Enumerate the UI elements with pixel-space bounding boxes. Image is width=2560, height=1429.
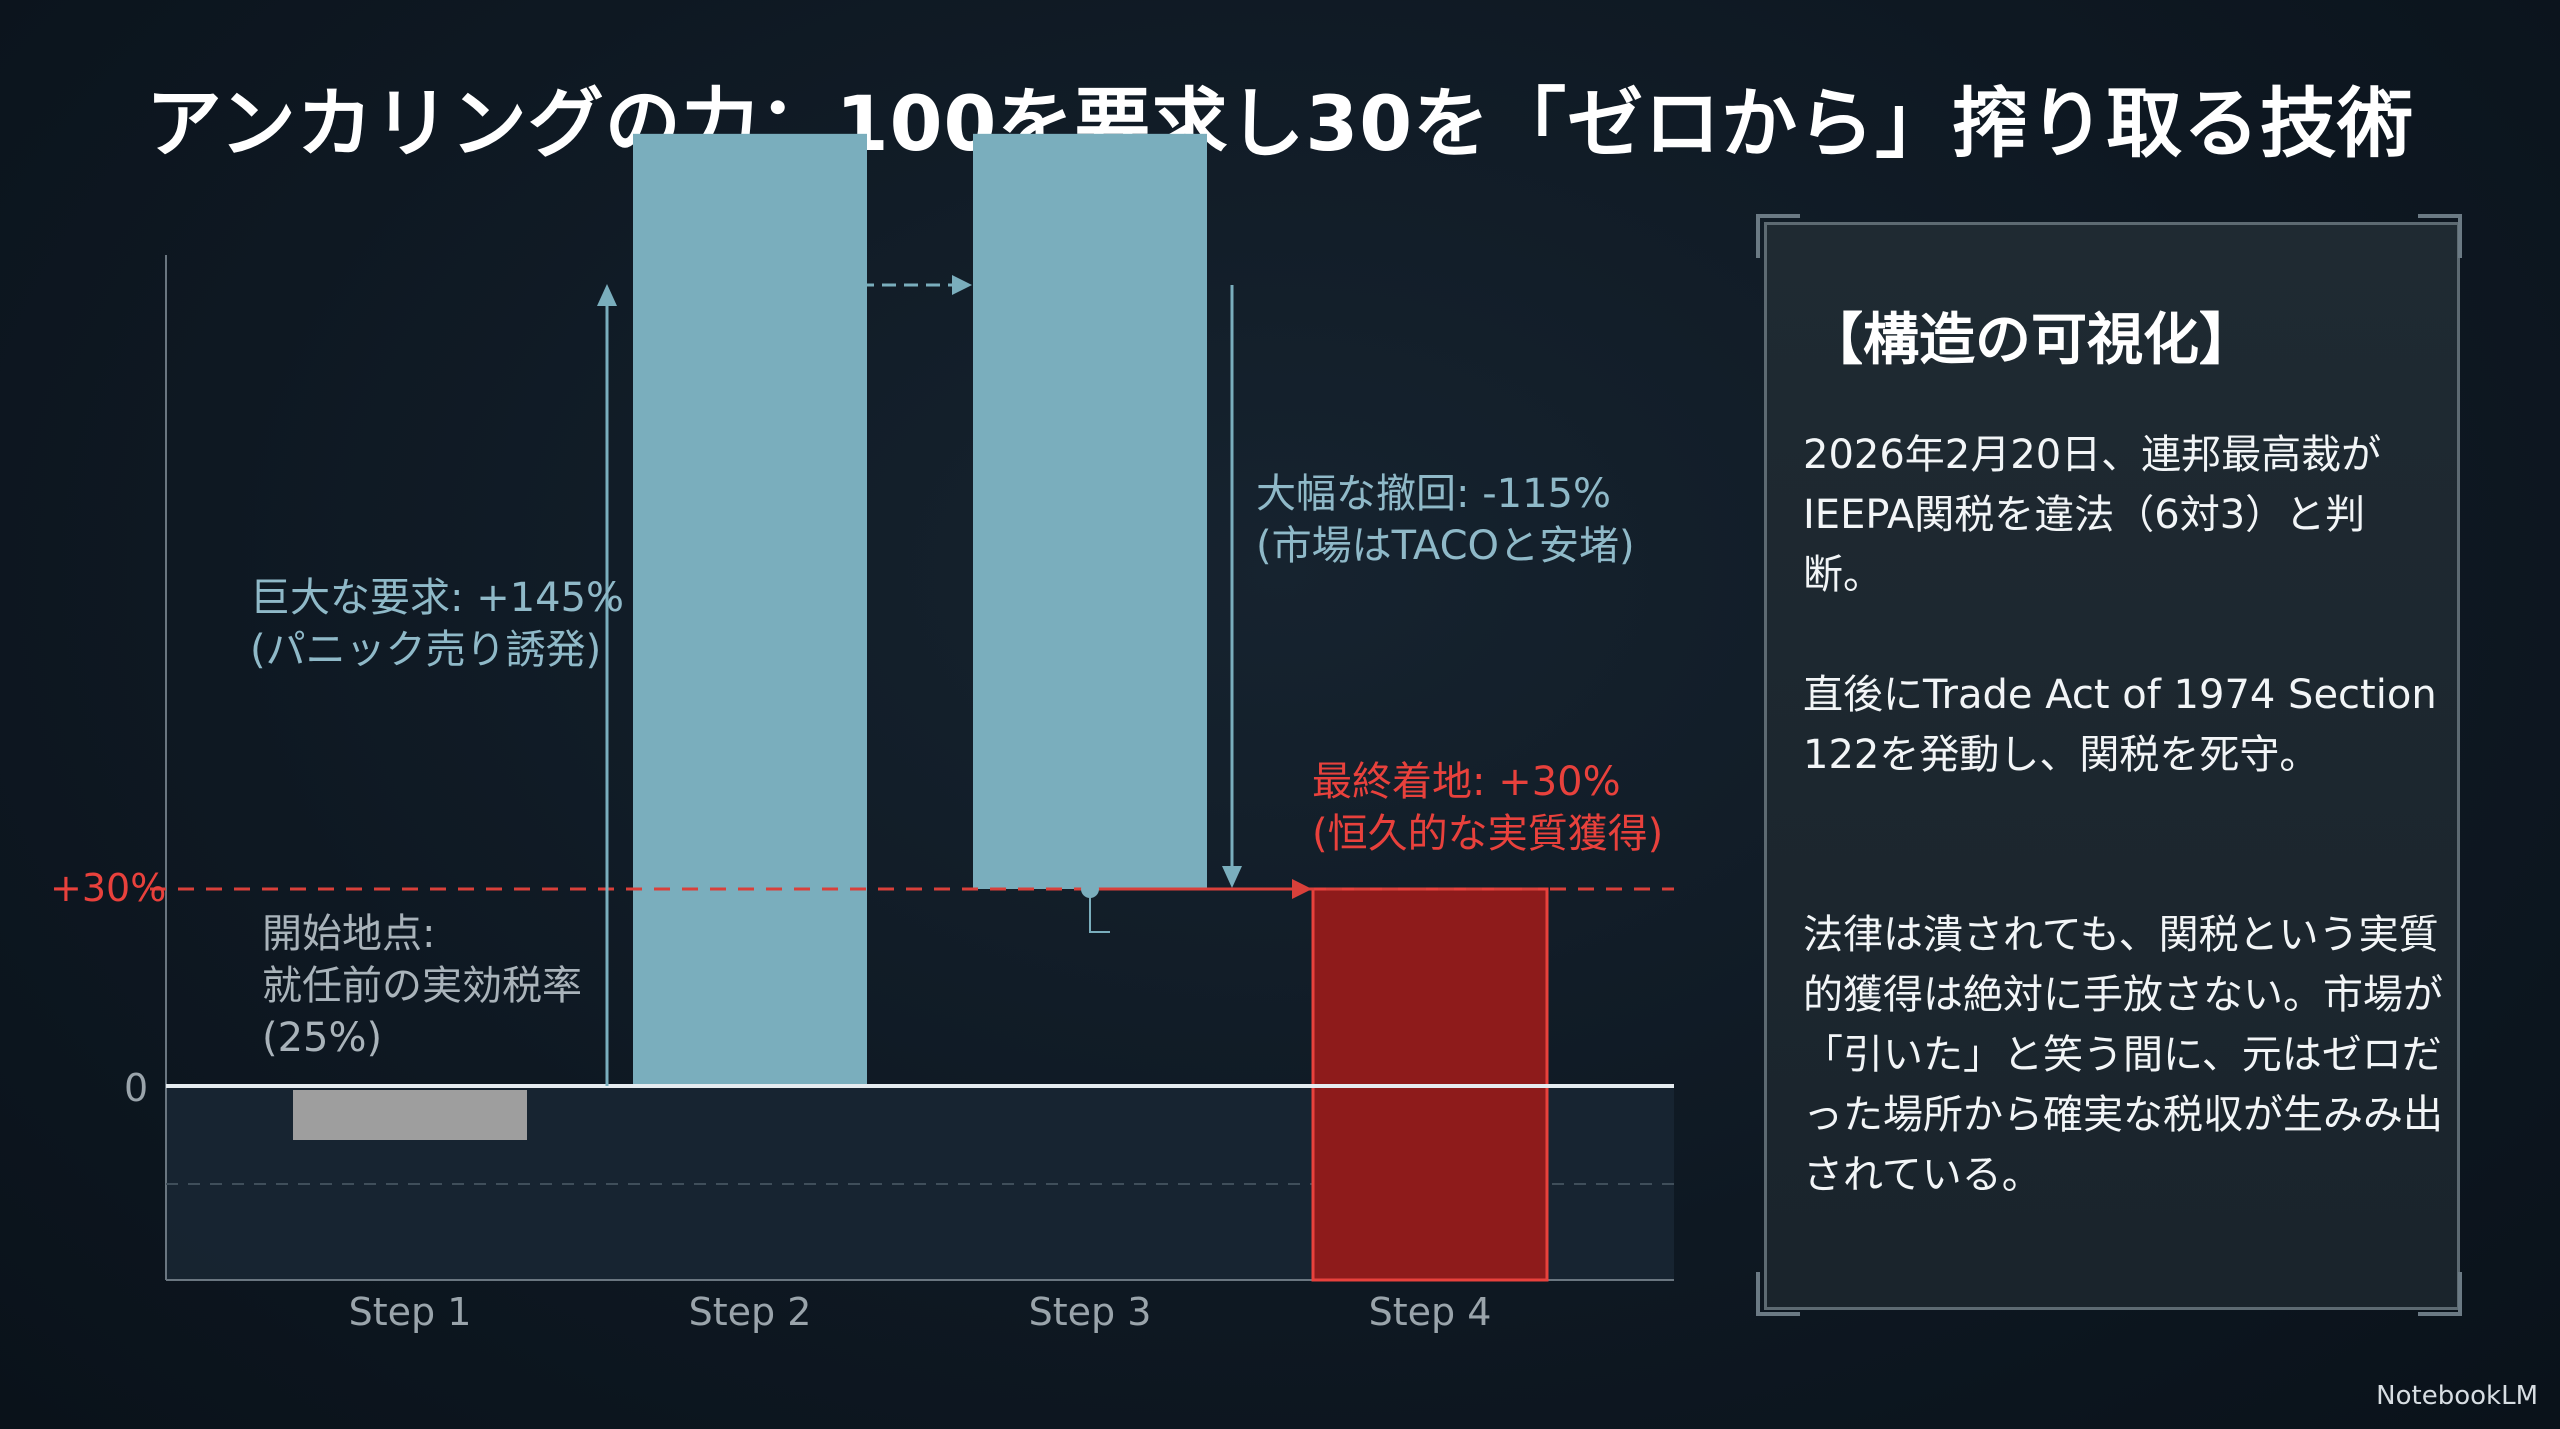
annotation-final: 最終着地: +30% (恒久的な実質獲得) — [1312, 759, 1664, 857]
top-connector-hook — [749, 244, 770, 285]
bar-step3 — [973, 133, 1207, 890]
y-tick-zero: 0 — [124, 1066, 149, 1110]
bar-step1 — [293, 1090, 527, 1140]
page-title: アンカリングの力：100を要求し30を「ゼロから」搾り取る技術 — [145, 79, 2415, 168]
panel-corner-bl — [1756, 1272, 1800, 1316]
panel-paragraph-2: 直後にTrade Act of 1974 Section 122を発動し、関税を… — [1803, 672, 2437, 778]
withdraw-arrow-head — [1222, 866, 1242, 888]
info-panel: 【構造の可視化】 2026年2月20日、連邦最高裁がIEEPA関税を違法（6対3… — [1764, 222, 2460, 1310]
x-tick-step2: Step 2 — [688, 1290, 812, 1334]
x-tick-step4: Step 4 — [1368, 1290, 1492, 1334]
final-connector-head — [1292, 879, 1312, 899]
annotation-start: 開始地点: 就任前の実効税率 (25%) — [262, 911, 582, 1061]
x-tick-step3: Step 3 — [1028, 1290, 1152, 1334]
x-tick-step1: Step 1 — [348, 1290, 472, 1334]
panel-corner-br — [2418, 1272, 2462, 1316]
y-tick-plus30: +30% — [50, 866, 167, 910]
mid-connector-hook — [1089, 889, 1110, 933]
panel-corner-tl — [1756, 214, 1800, 258]
panel-title: 【構造の可視化】 — [1807, 308, 2255, 373]
top-connector-head — [952, 275, 972, 295]
panel-corner-tr — [2418, 214, 2462, 258]
demand-arrow-head — [597, 284, 617, 306]
annotation-withdraw: 大幅な撤回: -115% (市場はTACOと安堵) — [1256, 471, 1635, 569]
panel-paragraph-1: 2026年2月20日、連邦最高裁がIEEPA関税を違法（6対3）と判断。 — [1803, 432, 2382, 598]
panel-paragraph-3: 法律は潰されても、関税という実質的獲得は絶対に手放さない。市場が「引いた」と笑う… — [1803, 912, 2443, 1198]
notebooklm-logo: NotebookLM — [2376, 1381, 2538, 1411]
annotation-demand: 巨大な要求: +145% (パニック売り誘発) — [250, 575, 625, 673]
